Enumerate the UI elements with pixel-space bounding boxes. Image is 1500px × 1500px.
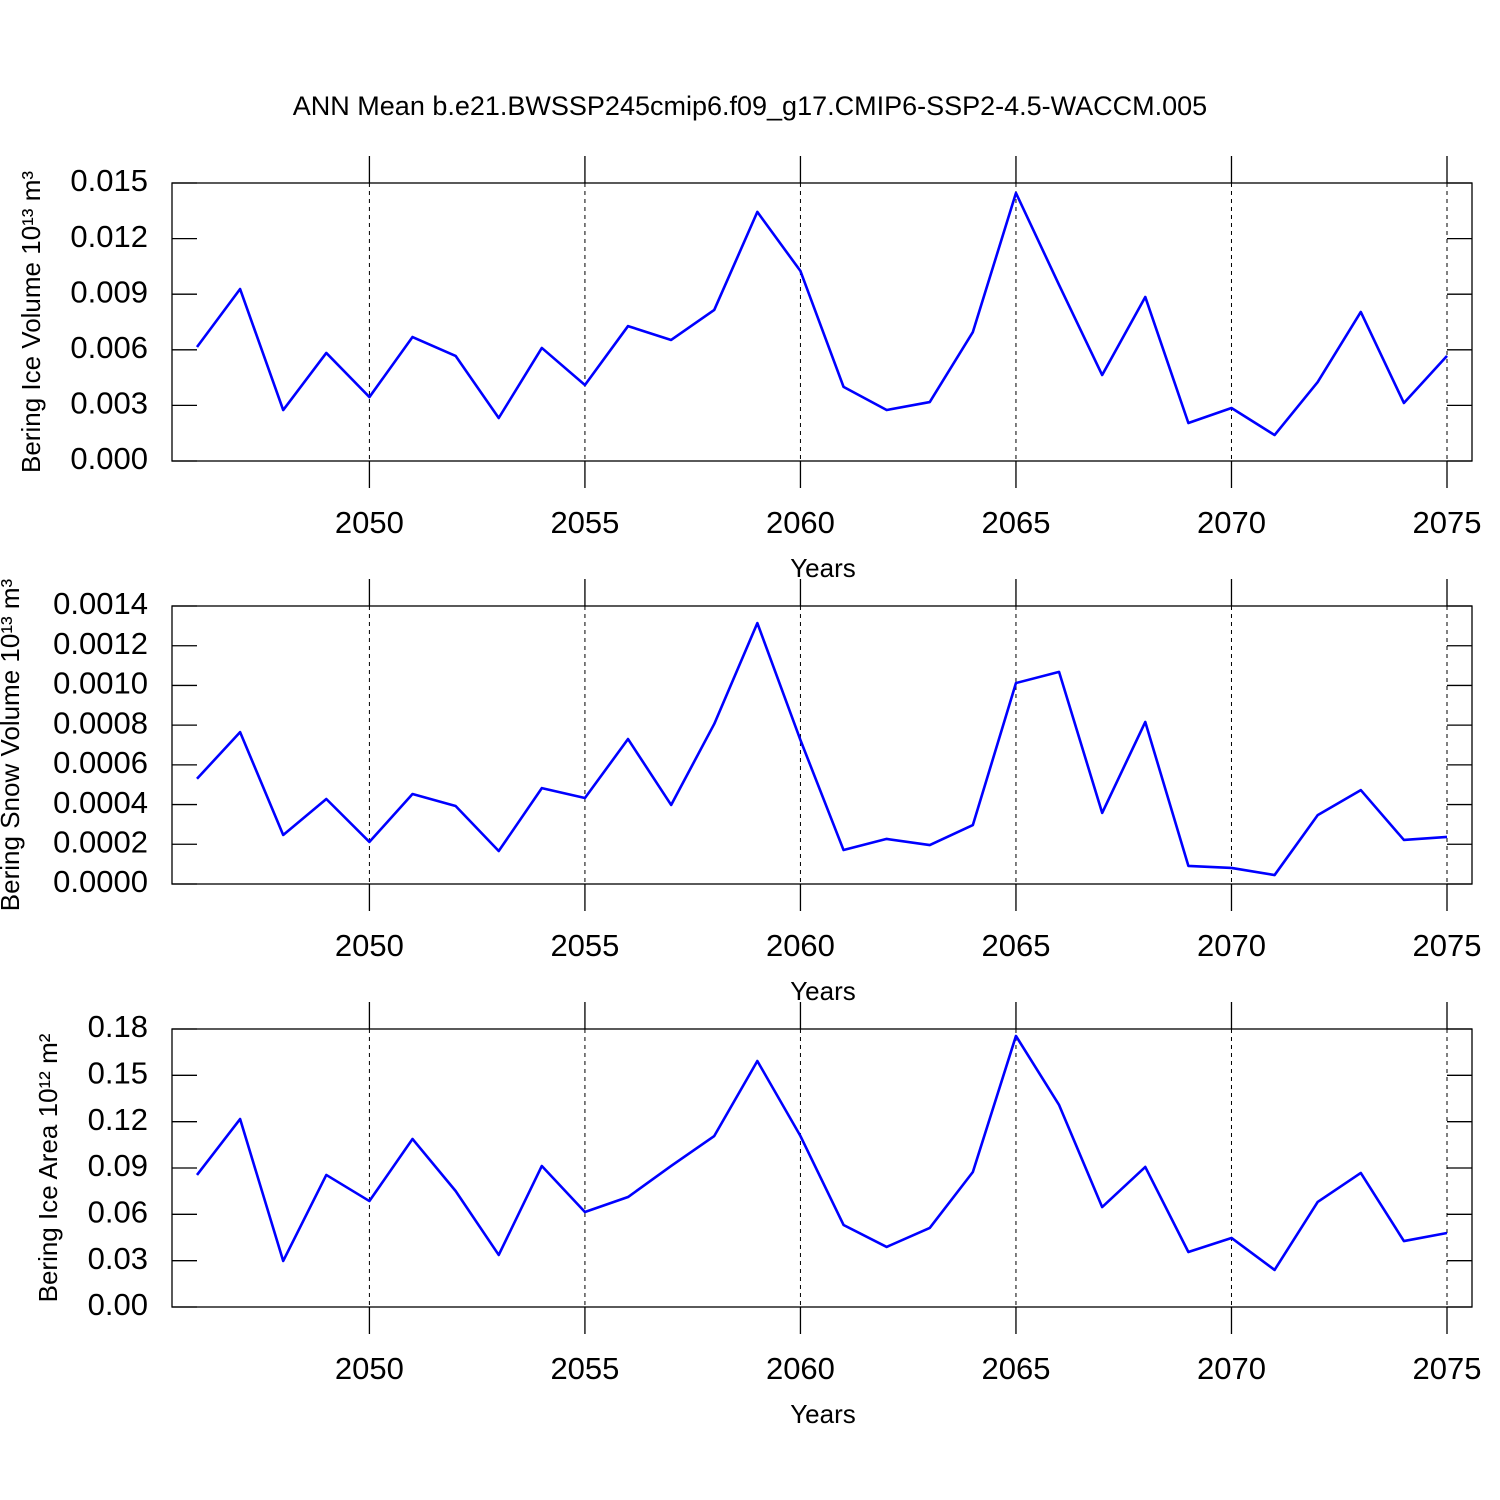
plot-frame	[171, 182, 1473, 462]
chart-title: ANN Mean b.e21.BWSSP245cmip6.f09_g17.CMI…	[293, 91, 1207, 121]
x-tick-label: 2060	[766, 505, 835, 540]
y-tick-label: 0.03	[88, 1241, 148, 1276]
x-tick-label: 2070	[1197, 928, 1266, 963]
y-tick-label: 0.06	[88, 1195, 148, 1230]
y-tick-label: 0.18	[88, 1009, 148, 1044]
y-tick-label: 0.0000	[53, 864, 148, 899]
x-tick-label: 2060	[766, 1351, 835, 1386]
plot-frame	[171, 1028, 1473, 1308]
y-tick-label: 0.0004	[53, 785, 148, 820]
y-tick-label: 0.000	[70, 441, 148, 476]
x-tick-label: 2070	[1197, 505, 1266, 540]
y-axis-label: Bering Ice Volume 10¹³ m³	[16, 171, 46, 473]
x-tick-label: 2075	[1413, 1351, 1482, 1386]
x-tick-label: 2065	[981, 928, 1050, 963]
y-tick-label: 0.0010	[53, 666, 148, 701]
data-line	[196, 621, 1448, 877]
y-tick-label: 0.00	[88, 1287, 148, 1322]
y-tick-label: 0.0012	[53, 626, 148, 661]
x-tick-label: 2065	[981, 505, 1050, 540]
x-axis-label: Years	[790, 976, 856, 1006]
y-tick-label: 0.0008	[53, 705, 148, 740]
y-axis-label: Bering Snow Volume 10¹³ m³	[0, 578, 25, 911]
y-tick-label: 0.0014	[53, 586, 148, 621]
x-axis-label: Years	[790, 1399, 856, 1429]
y-tick-label: 0.0002	[53, 824, 148, 859]
x-tick-label: 2055	[550, 505, 619, 540]
x-tick-label: 2065	[981, 1351, 1050, 1386]
x-tick-label: 2055	[550, 1351, 619, 1386]
data-line	[195, 191, 1448, 437]
plot-frame	[171, 605, 1473, 885]
x-axis-label: Years	[790, 553, 856, 583]
y-tick-label: 0.006	[70, 330, 148, 365]
x-tick-label: 2075	[1413, 928, 1482, 963]
data-line	[195, 1034, 1448, 1272]
y-tick-label: 0.15	[88, 1056, 148, 1091]
y-tick-label: 0.012	[70, 219, 148, 254]
y-tick-label: 0.003	[70, 386, 148, 421]
x-tick-label: 2075	[1413, 505, 1482, 540]
x-tick-label: 2055	[550, 928, 619, 963]
y-tick-label: 0.009	[70, 274, 148, 309]
y-tick-label: 0.12	[88, 1102, 148, 1137]
x-tick-label: 2050	[335, 1351, 404, 1386]
x-tick-label: 2060	[766, 928, 835, 963]
y-tick-label: 0.0006	[53, 745, 148, 780]
y-tick-label: 0.09	[88, 1148, 148, 1183]
x-tick-label: 2070	[1197, 1351, 1266, 1386]
x-tick-label: 2050	[335, 505, 404, 540]
y-axis-label: Bering Ice Area 10¹² m²	[33, 1033, 63, 1302]
x-tick-label: 2050	[335, 928, 404, 963]
y-tick-label: 0.015	[70, 163, 148, 198]
